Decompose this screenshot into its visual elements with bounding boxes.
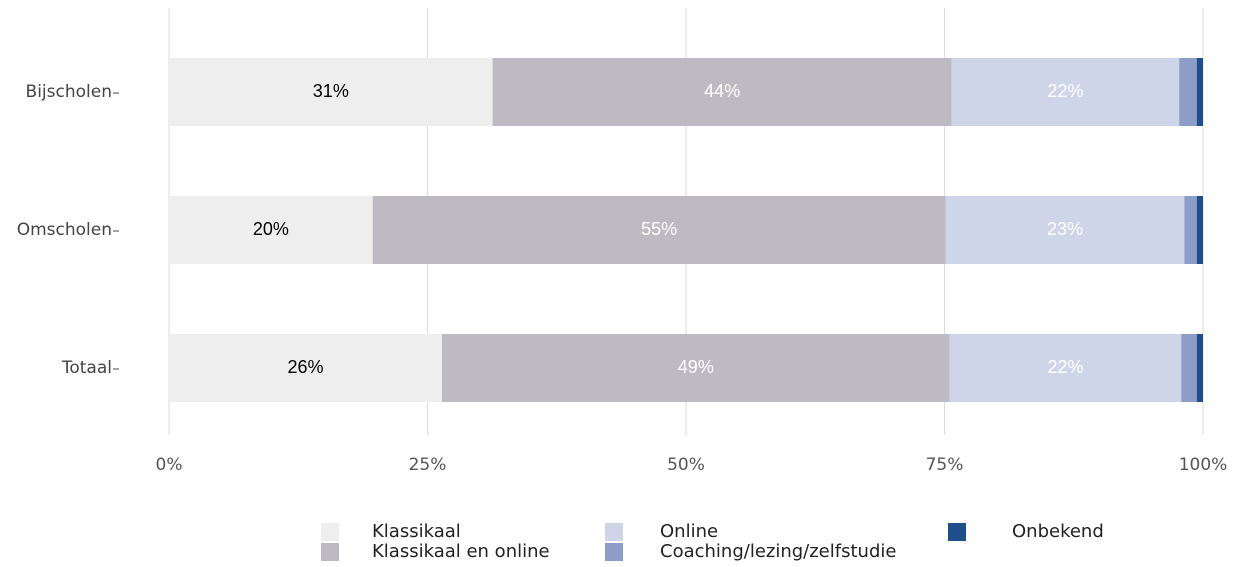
data-label: 49% [678,357,714,377]
legend-swatch [605,543,623,561]
bar-segment [1196,334,1203,402]
bar-segment [441,334,950,402]
x-tick-label: 75% [926,455,964,475]
data-label: 20% [253,219,289,239]
x-tick-label: 50% [667,455,705,475]
data-label: 22% [1047,357,1083,377]
bar-segment [492,58,952,126]
bar-segment [169,334,442,402]
y-tick-label: Bijscholen [26,82,112,102]
legend-swatch [605,523,623,541]
bar-segment [1179,58,1197,126]
legend-label: Klassikaal [372,521,461,542]
bar-segment [1181,334,1197,402]
x-tick-label: 0% [156,455,183,475]
bar-segment [1196,196,1203,264]
x-tick-label: 100% [1179,455,1228,475]
data-label: 26% [287,357,323,377]
bar-segment [945,196,1185,264]
bar-segment [1196,58,1203,126]
data-label: 31% [313,81,349,101]
bar-segment [169,196,373,264]
data-label: 23% [1047,219,1083,239]
legend-label: Onbekend [1012,521,1104,542]
data-label: 44% [704,81,740,101]
legend-label: Coaching/lezing/zelfstudie [660,541,896,562]
data-label: 55% [641,219,677,239]
bar-segment [372,196,946,264]
legend-label: Klassikaal en online [372,541,550,562]
y-tick-label: Omscholen [17,220,112,240]
legend-label: Online [660,521,718,542]
legend-swatch [948,523,966,541]
data-label: 22% [1047,81,1083,101]
bar-segment [949,334,1182,402]
legend-swatch [321,523,339,541]
y-tick-label: Totaal [61,358,112,378]
bar-segment [951,58,1180,126]
x-tick-label: 25% [409,455,447,475]
legend-swatch [321,543,339,561]
bar-segment [1184,196,1197,264]
bar-segment [169,58,493,126]
